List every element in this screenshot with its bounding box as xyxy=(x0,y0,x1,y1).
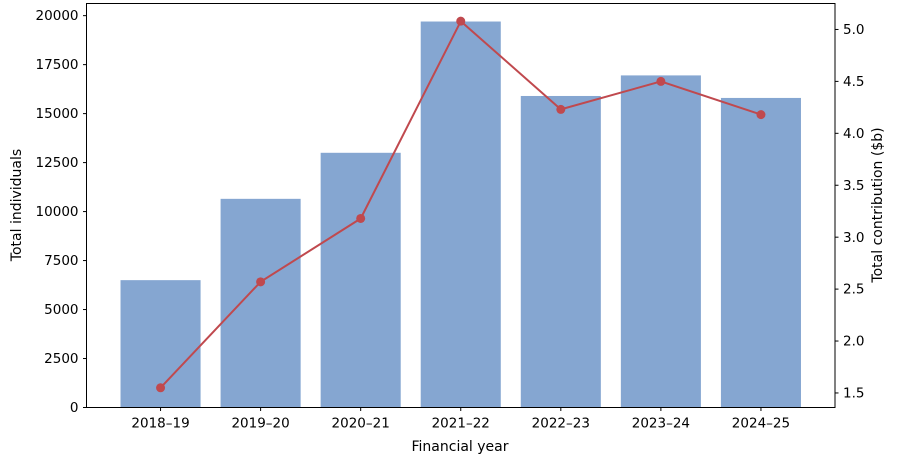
bar-2024–25 xyxy=(720,97,801,408)
y-right-tick-label: 1.5 xyxy=(843,386,864,402)
y-axis-label-right: Total contribution ($b) xyxy=(870,127,886,283)
y-left-tick-label: 5000 xyxy=(44,302,78,318)
y-left-tick-label: 12500 xyxy=(36,155,79,171)
line-marker-2024–25 xyxy=(756,110,766,120)
y-right-tick-label: 5.0 xyxy=(843,22,864,38)
x-tick-label: 2023–24 xyxy=(632,416,690,432)
y-left-tick-label: 20000 xyxy=(36,8,79,24)
x-tick-label: 2020–21 xyxy=(332,416,390,432)
x-axis-label: Financial year xyxy=(412,439,509,455)
line-marker-2019–20 xyxy=(256,277,266,287)
line-marker-2021–22 xyxy=(456,16,466,26)
y-right-tick-label: 2.5 xyxy=(843,282,864,298)
y-left-tick-label: 2500 xyxy=(44,351,78,367)
y-left-tick-label: 15000 xyxy=(36,106,79,122)
x-tick-label: 2019–20 xyxy=(231,416,289,432)
bar-2020–21 xyxy=(320,152,401,408)
bar-2022–23 xyxy=(520,95,601,408)
x-tick-label: 2021–22 xyxy=(432,416,490,432)
x-tick-label: 2022–23 xyxy=(532,416,590,432)
line-marker-2020–21 xyxy=(356,213,366,223)
line-marker-2022–23 xyxy=(556,104,566,114)
y-axis-label-left: Total individuals xyxy=(9,149,25,262)
y-left-tick-label: 10000 xyxy=(36,204,79,220)
bar-2019–20 xyxy=(220,198,301,408)
y-right-tick-label: 4.0 xyxy=(843,126,864,142)
y-right-tick-label: 3.0 xyxy=(843,230,864,246)
x-tick-label: 2018–19 xyxy=(131,416,189,432)
x-tick-label: 2024–25 xyxy=(732,416,790,432)
y-left-tick-label: 17500 xyxy=(36,57,79,73)
bars-layer xyxy=(120,21,801,408)
bar-2021–22 xyxy=(420,21,501,408)
axes-layer xyxy=(83,3,839,411)
line-marker-2018–19 xyxy=(156,383,166,393)
y-left-tick-label: 7500 xyxy=(44,253,78,269)
line-marker-2023–24 xyxy=(656,76,666,86)
y-right-tick-label: 2.0 xyxy=(843,334,864,350)
line-series-layer xyxy=(156,16,766,393)
tick-labels-layer: 0 2500 5000 7500 10000 12500 15000 17500 20000 1.… xyxy=(36,8,865,431)
bar-2023–24 xyxy=(620,75,701,408)
y-right-tick-label: 3.5 xyxy=(843,178,864,194)
y-right-tick-label: 4.5 xyxy=(843,74,864,90)
y-left-tick-label: 0 xyxy=(70,400,79,416)
